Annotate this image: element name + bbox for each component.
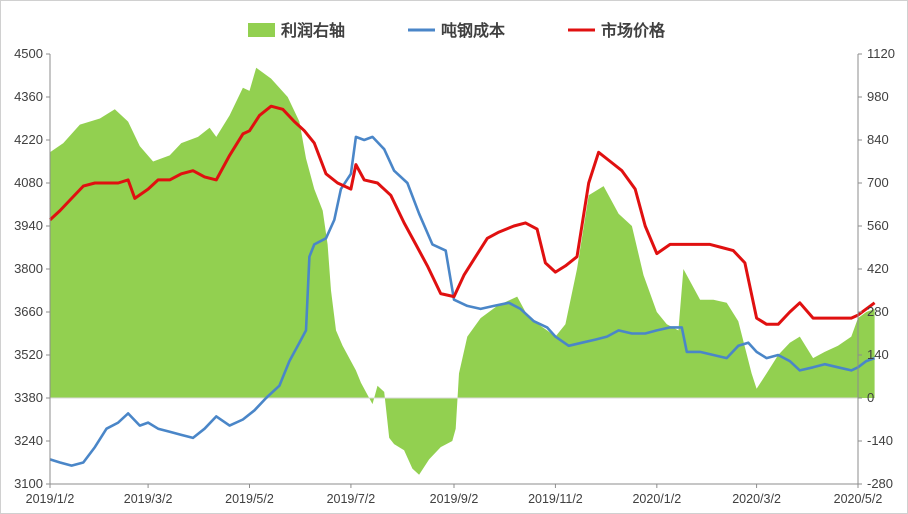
axes-layer: 4500 4360 4220 4080 3940 3800 3660 3520 3380 3240…	[14, 46, 895, 506]
y-left-tick-label: 4080	[14, 175, 43, 190]
x-tick-label: 2019/3/2	[124, 492, 173, 506]
x-tick-label: 2019/9/2	[430, 492, 479, 506]
y-right-tick-label: 1120	[867, 46, 895, 61]
y-right-tick-label: 420	[867, 261, 889, 276]
y-left-tick-label: 3240	[14, 433, 43, 448]
series-area-profit	[50, 67, 875, 475]
y-left-tick-label: 3800	[14, 261, 43, 276]
y-left-tick-label: 3100	[14, 476, 43, 491]
y-right-tick-label: 700	[867, 175, 889, 190]
legend-label: 吨钢成本	[441, 21, 505, 40]
y-right-tick-label: -280	[867, 476, 893, 491]
y-right-tick-label: 560	[867, 218, 889, 233]
x-tick-label: 2020/3/2	[732, 492, 781, 506]
y-left-tick-label: 3520	[14, 347, 43, 362]
y-left-tick-label: 3380	[14, 390, 43, 405]
area-layer	[50, 67, 875, 475]
y-right-tick-label: 280	[867, 304, 889, 319]
legend-label: 利润右轴	[281, 21, 345, 40]
x-tick-label: 2019/11/2	[528, 492, 583, 506]
legend: 利润右轴 吨钢成本 市场价格	[248, 21, 666, 40]
x-tick-label: 2020/5/2	[834, 492, 883, 506]
x-tick-label: 2019/1/2	[26, 492, 75, 506]
series-line-1	[49, 135, 876, 467]
y-right-tick-label: 840	[867, 132, 889, 147]
line-layer	[48, 104, 876, 467]
x-tick-label: 2020/1/2	[632, 492, 681, 506]
y-left-tick-label: 3940	[14, 218, 43, 233]
y-right-tick-label: 140	[867, 347, 889, 362]
y-left-tick-label: 4500	[14, 46, 43, 61]
x-tick-label: 2019/7/2	[327, 492, 376, 506]
y-right-tick-label: 0	[867, 390, 874, 405]
y-right-tick-label: 980	[867, 89, 889, 104]
legend-swatch-area	[248, 23, 275, 37]
y-left-tick-label: 4360	[14, 89, 43, 104]
x-tick-label: 2019/5/2	[225, 492, 274, 506]
y-left-tick-label: 3660	[14, 304, 43, 319]
series-line-2	[48, 104, 876, 326]
y-left-tick-label: 4220	[14, 132, 43, 147]
legend-label: 市场价格	[601, 21, 666, 40]
y-right-tick-label: -140	[867, 433, 893, 448]
